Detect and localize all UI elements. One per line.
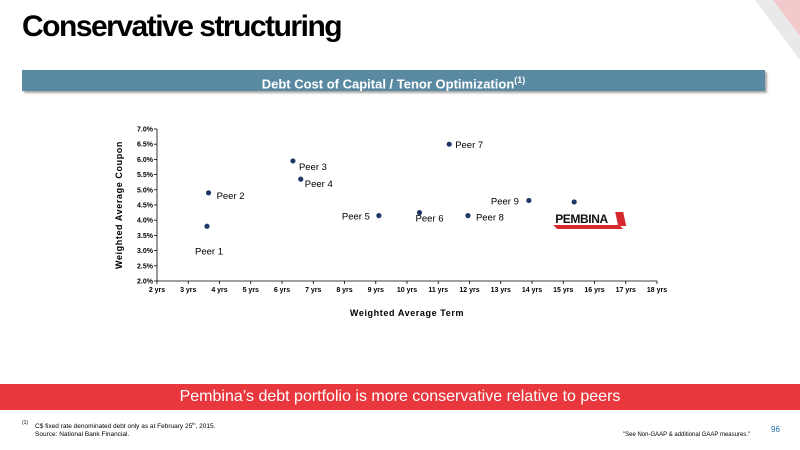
footnote-line-1a: C$ fixed rate denominated debt only as a… (35, 423, 193, 431)
conclusion-text: Pembina’s debt portfolio is more conserv… (179, 388, 621, 405)
pembina-logo-bg (553, 211, 624, 227)
point-label-peer-7: Peer 7 (455, 140, 483, 151)
banner-title: Debt Cost of Capital / Tenor Optimizatio… (261, 76, 515, 92)
point-label-peer-2: Peer 2 (217, 191, 245, 202)
x-tick-label: 2 yrs (149, 287, 165, 294)
y-tick-label: 6.5% (137, 142, 154, 149)
point-label-peer-3: Peer 3 (299, 162, 327, 173)
x-tick-label: 9 yrs (368, 287, 384, 294)
footnote-line-1b: , 2015. (195, 423, 216, 431)
x-tick-label: 12 yrs (459, 287, 479, 294)
x-tick-label: 18 yrs (647, 287, 667, 294)
conclusion-bar: Pembina’s debt portfolio is more conserv… (0, 384, 800, 410)
y-tick-label: 6.0% (137, 157, 154, 164)
point-peer-3 (290, 158, 296, 164)
corner-decoration (755, 0, 800, 60)
point-label-peer-5: Peer 5 (342, 212, 370, 223)
y-tick-label: 5.5% (137, 172, 154, 179)
y-tick-label: 4.5% (137, 203, 154, 210)
footnote-line-1: C$ fixed rate denominated debt only as a… (35, 420, 215, 431)
x-tick-label: 17 yrs (616, 287, 636, 294)
point-peer-2 (205, 190, 212, 196)
y-tick-label: 5.0% (137, 187, 154, 194)
point-peer-8 (465, 213, 471, 219)
y-tick-label: 3.0% (137, 248, 154, 255)
x-tick-label: 16 yrs (584, 287, 604, 294)
y-tick-label: 2.5% (137, 263, 154, 270)
pembina-logo: PEMBINA (553, 211, 627, 229)
footnote-line-2: Source: National Bank Financial. (35, 431, 130, 439)
pembina-logo-mark (615, 212, 627, 226)
point-peer-7 (446, 141, 452, 147)
point-label-peer-4: Peer 4 (305, 179, 333, 190)
banner-footnote-ref: (1) (514, 75, 526, 85)
scatter-chart: 2.0% 2.5% 3.0% 3.5% 4.0% 4.5% 5.0% 5.5% 6.0% 6.5%… (114, 127, 667, 319)
pembina-logo-swoosh (553, 225, 624, 229)
point-peer-9 (526, 197, 532, 204)
y-tick-label: 3.5% (137, 233, 154, 240)
page-number: 96 (771, 425, 780, 434)
point-label-peer-1: Peer 1 (195, 246, 223, 257)
page-title: Conservative structuring (22, 10, 343, 43)
y-tick-label: 4.0% (137, 218, 154, 225)
x-tick-label: 14 yrs (522, 287, 542, 294)
point-pembina (571, 199, 577, 205)
point-peer-4 (298, 176, 304, 182)
point-label-peer-8: Peer 8 (476, 213, 504, 224)
point-peer-6 (416, 210, 423, 216)
footnote: (1) C$ fixed rate denominated debt only … (22, 420, 215, 439)
x-tick-label: 5 yrs (243, 287, 259, 294)
non-gaap-note: "See Non-GAAP & additional GAAP measures… (623, 432, 751, 438)
point-label-peer-9: Peer 9 (491, 196, 519, 207)
x-tick-label: 10 yrs (397, 287, 417, 294)
y-tick-label: 7.0% (137, 127, 154, 134)
x-axis-title: Weighted Average Term (350, 308, 464, 318)
y-tick-label: 2.0% (137, 279, 154, 286)
x-tick-label: 7 yrs (305, 287, 321, 294)
footnote-line-1-sup: th (192, 421, 196, 426)
x-tick-label: 15 yrs (553, 287, 573, 294)
x-tick-label: 4 yrs (211, 287, 227, 294)
x-tick-label: 8 yrs (336, 287, 352, 294)
x-tick-label: 13 yrs (491, 287, 511, 294)
x-tick-label: 11 yrs (428, 287, 448, 294)
chart-banner: Debt Cost of Capital / Tenor Optimizatio… (22, 70, 765, 91)
pembina-logo-text: PEMBINA (555, 212, 608, 226)
point-label-peer-6: Peer 6 (416, 214, 444, 225)
x-tick-label: 6 yrs (274, 287, 290, 294)
x-tick-label: 3 yrs (180, 287, 196, 294)
point-peer-5 (376, 213, 382, 219)
footnote-marker: (1) (22, 420, 29, 426)
point-peer-1 (204, 223, 210, 229)
y-axis-title: Weighted Average Coupon (114, 141, 124, 269)
